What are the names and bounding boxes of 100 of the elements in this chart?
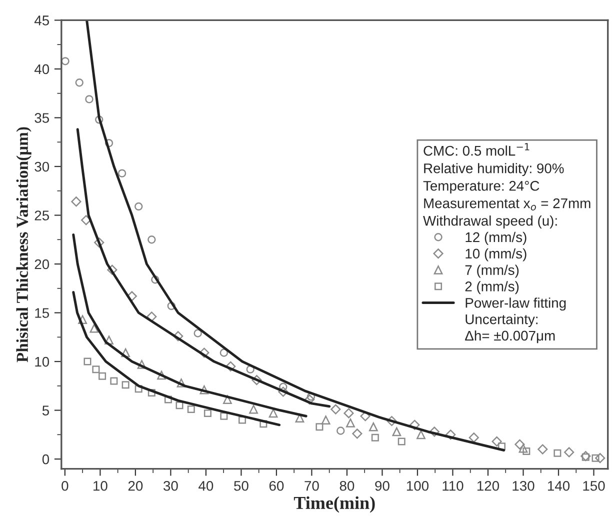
point [95, 116, 104, 124]
x-tick-label: 120 [477, 480, 500, 491]
point [121, 348, 130, 358]
point [468, 432, 479, 443]
point [104, 138, 114, 148]
point [199, 348, 210, 358]
x-tick-label: 20 [128, 480, 143, 491]
y-tick-label: 30 [34, 162, 50, 172]
point [90, 324, 99, 333]
y-tick-label: 45 [34, 16, 50, 26]
line-series [72, 291, 281, 426]
x-tick-label: 110 [442, 480, 464, 491]
point [316, 423, 324, 431]
point [392, 427, 402, 436]
x-axis-title: Time(min) [294, 496, 375, 513]
y-tick-label: 40 [34, 64, 50, 74]
point [249, 404, 258, 414]
point [226, 361, 236, 372]
y-tick-label: 25 [34, 210, 50, 220]
point [260, 420, 268, 428]
y-tick-label: 35 [34, 113, 50, 123]
point [278, 386, 288, 397]
point [538, 444, 548, 454]
x-tick-label: 90 [375, 480, 390, 491]
x-tick-label: 140 [548, 480, 570, 491]
y-tick-label: 5 [42, 406, 50, 416]
point [148, 236, 156, 244]
x-tick-label: 0 [62, 480, 68, 491]
y-tick-label: 10 [35, 356, 50, 367]
point [446, 430, 456, 440]
point [295, 414, 304, 423]
point [61, 57, 70, 66]
y-axis-title: Phisical Thickness Variation(μm) [16, 127, 32, 362]
annotation: Uncertainty: [466, 314, 538, 327]
y-tick-label: 0 [42, 454, 50, 464]
point [148, 388, 156, 396]
point [81, 215, 92, 226]
point [78, 315, 87, 324]
point [346, 418, 355, 428]
x-tick-label: 80 [340, 480, 354, 491]
x-tick-label: 100 [406, 480, 429, 491]
point [137, 360, 146, 369]
point [98, 372, 106, 380]
point [200, 385, 209, 394]
point [151, 276, 160, 284]
point [246, 365, 254, 374]
point [321, 416, 330, 424]
point [204, 409, 212, 417]
point [352, 428, 362, 439]
x-tick-label: 60 [269, 480, 284, 491]
point [75, 78, 84, 87]
point [336, 426, 345, 435]
point [164, 396, 172, 404]
line-series [76, 128, 331, 408]
point [220, 412, 228, 420]
point [279, 382, 288, 391]
point [252, 375, 262, 386]
point [146, 312, 157, 322]
line-series [72, 233, 308, 418]
x-tick-label: 150 [583, 480, 605, 491]
annotation: Δh= ±0.007μm [465, 330, 555, 344]
point [429, 426, 440, 437]
legend-label: 12 (mm/s) [466, 232, 526, 245]
point [220, 348, 228, 357]
point [176, 378, 186, 388]
point [518, 444, 528, 453]
point [304, 394, 315, 405]
point [595, 453, 606, 464]
point [104, 336, 114, 345]
x-tick-label: 70 [304, 480, 319, 491]
point [564, 447, 574, 458]
point [238, 416, 246, 424]
point [522, 447, 530, 455]
point [360, 411, 370, 422]
point [71, 196, 82, 207]
point [110, 377, 118, 385]
point [176, 402, 184, 410]
y-tick-label: 15 [35, 308, 50, 318]
point [554, 449, 562, 457]
point [194, 329, 202, 338]
x-tick-label: 50 [234, 480, 248, 491]
point [398, 438, 406, 446]
point [134, 202, 143, 211]
x-tick-label: 40 [198, 480, 214, 491]
point [122, 381, 130, 389]
point [386, 416, 397, 426]
point [330, 404, 341, 414]
x-tick-label: 30 [164, 480, 178, 491]
point [84, 358, 92, 366]
point [514, 439, 525, 450]
y-tick-label: 20 [34, 259, 50, 270]
point [173, 331, 184, 342]
point [118, 169, 126, 178]
point [223, 395, 232, 404]
x-tick-label: 130 [512, 480, 534, 491]
legend-label: Power-law fitting [466, 298, 566, 311]
x-tick-label: 10 [94, 480, 108, 491]
point [134, 385, 142, 393]
point [410, 420, 420, 430]
point [157, 370, 166, 380]
